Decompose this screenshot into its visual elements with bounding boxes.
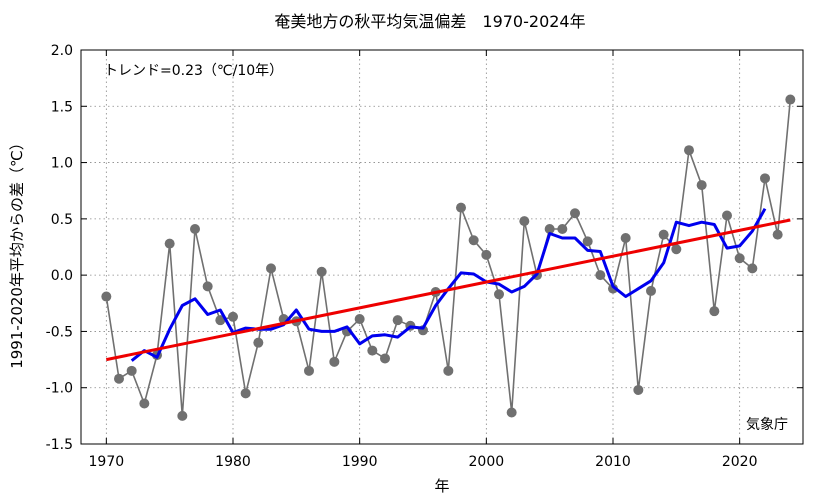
annual-anomaly-point bbox=[671, 244, 682, 255]
annual-anomaly-point bbox=[266, 263, 276, 274]
annual-anomaly-point bbox=[570, 208, 580, 219]
annual-anomaly-point bbox=[190, 223, 200, 234]
y-axis-title: 1991-2020年平均からの差（℃） bbox=[8, 135, 26, 369]
annual-anomaly-point bbox=[228, 311, 238, 322]
y-tick-label: 0.5 bbox=[51, 212, 73, 228]
annual-anomaly-point bbox=[709, 306, 720, 317]
annual-anomaly-point bbox=[304, 365, 314, 376]
annual-anomaly-point bbox=[595, 270, 606, 281]
annual-anomaly-point bbox=[253, 337, 264, 348]
annual-anomaly-point bbox=[316, 266, 327, 277]
annual-anomaly-point bbox=[544, 223, 555, 234]
annual-anomaly-point bbox=[620, 232, 631, 243]
annual-anomaly-point bbox=[380, 353, 390, 364]
x-tick-label: 2010 bbox=[595, 454, 631, 470]
y-tick-label: 0.0 bbox=[51, 268, 73, 284]
annual-anomaly-point bbox=[696, 180, 707, 191]
y-tick-label: 1.5 bbox=[51, 99, 73, 115]
annual-anomaly-point bbox=[177, 410, 188, 421]
annual-anomaly-point bbox=[582, 236, 593, 247]
annual-anomaly-point bbox=[481, 249, 492, 260]
x-tick-label: 2000 bbox=[469, 454, 505, 470]
annual-anomaly-point bbox=[468, 235, 479, 246]
annual-anomaly-point bbox=[367, 345, 378, 356]
y-tick-label: -1.0 bbox=[46, 381, 73, 397]
annual-anomaly-point bbox=[443, 365, 454, 376]
annual-anomaly-point bbox=[760, 173, 770, 184]
annual-anomaly-point bbox=[772, 229, 783, 240]
annual-anomaly-point bbox=[392, 315, 403, 326]
annual-anomaly-point bbox=[329, 356, 340, 367]
chart-title: 奄美地方の秋平均気温偏差 1970-2024年 bbox=[274, 12, 585, 31]
annual-anomaly-point bbox=[240, 388, 251, 399]
series-layer bbox=[101, 94, 796, 421]
annual-anomaly-point bbox=[202, 281, 213, 292]
annual-anomaly-point bbox=[633, 384, 644, 395]
annual-anomaly-point bbox=[658, 229, 669, 240]
annual-anomaly-point bbox=[734, 253, 745, 264]
trend-annotation: トレンド=0.23（℃/10年） bbox=[104, 63, 283, 79]
annual-anomaly-point bbox=[722, 210, 732, 221]
axis-ticks: -1.5 -1.0 -0.5 0.0 0.5 1.0 1.5 2.0 1970 1980 1990 2… bbox=[46, 43, 803, 470]
annual-anomaly-point bbox=[519, 216, 530, 227]
x-tick-label: 1970 bbox=[89, 454, 125, 470]
annual-anomaly-point bbox=[101, 291, 112, 302]
trend-line bbox=[106, 218, 791, 362]
x-tick-label: 1990 bbox=[342, 454, 378, 470]
annual-anomaly-point bbox=[164, 238, 175, 249]
x-tick-label: 1980 bbox=[215, 454, 251, 470]
y-tick-label: -0.5 bbox=[46, 324, 73, 340]
annual-anomaly-point bbox=[785, 94, 796, 105]
plot-frame bbox=[80, 49, 804, 445]
y-tick-label: -1.5 bbox=[46, 437, 73, 453]
annual-anomaly-point bbox=[215, 315, 226, 326]
annual-anomaly-point bbox=[114, 373, 124, 384]
x-tick-label: 2020 bbox=[722, 454, 758, 470]
annual-anomaly-point bbox=[557, 223, 568, 234]
annual-anomaly-point bbox=[747, 263, 758, 274]
source-label: 気象庁 bbox=[746, 417, 788, 433]
x-axis-title: 年 bbox=[434, 477, 449, 495]
annual-anomaly-point bbox=[646, 285, 656, 296]
annual-anomaly-point bbox=[456, 202, 466, 213]
annual-anomaly-point bbox=[684, 145, 694, 156]
annual-anomaly-point bbox=[139, 398, 150, 409]
annual-anomaly-point bbox=[354, 314, 365, 325]
annual-anomaly-point bbox=[494, 289, 504, 300]
annual-anomaly-point bbox=[608, 283, 618, 294]
y-tick-label: 1.0 bbox=[51, 156, 73, 172]
y-tick-label: 2.0 bbox=[51, 43, 73, 59]
annual-anomaly-point bbox=[506, 407, 517, 418]
annual-anomaly-point bbox=[126, 365, 137, 376]
